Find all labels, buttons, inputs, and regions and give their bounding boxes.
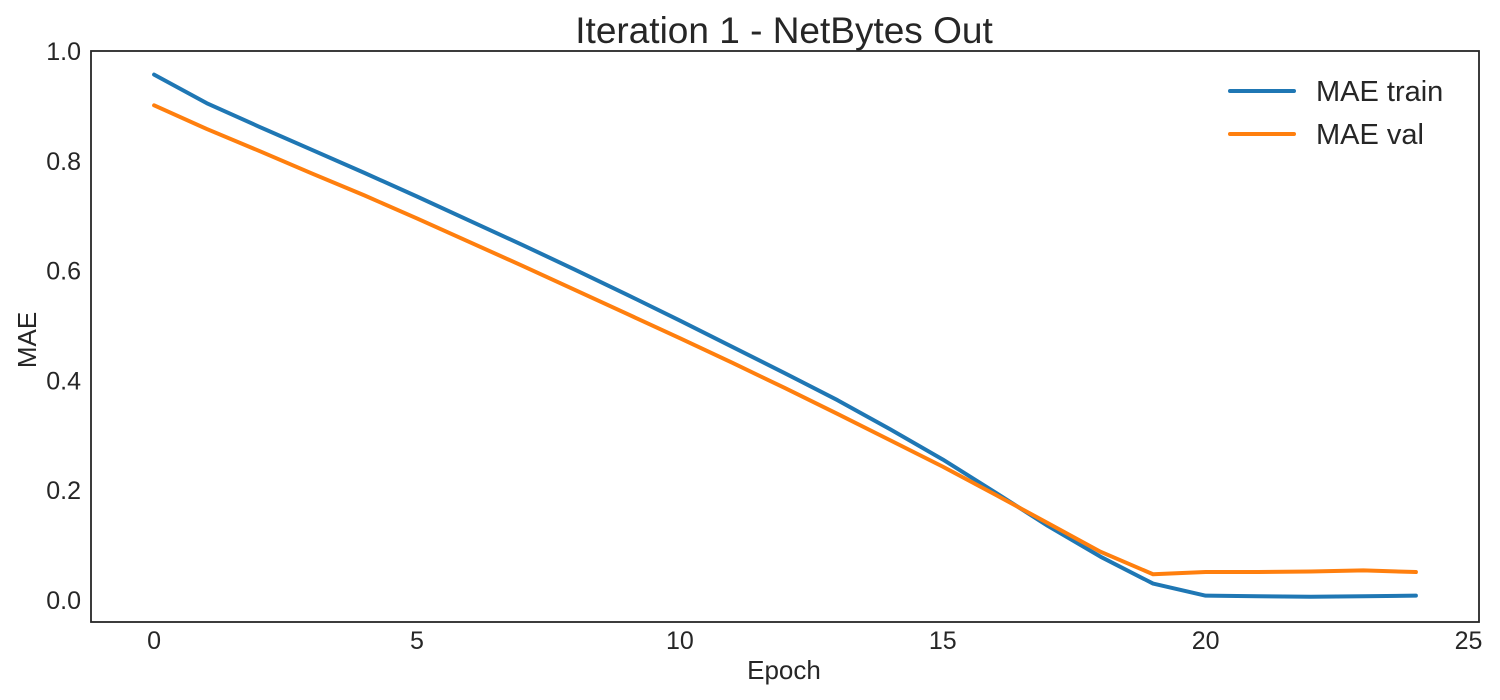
x-tick-label: 25: [1455, 627, 1483, 655]
series-layer: [152, 72, 1418, 599]
legend-label-0: MAE train: [1316, 76, 1443, 108]
y-tick-label: 0.8: [46, 148, 81, 176]
chart-title: Iteration 1 - NetBytes Out: [575, 10, 993, 51]
y-tick-label: 0.4: [46, 367, 81, 395]
series-line-1: [152, 103, 1418, 577]
x-tick-label: 10: [666, 627, 694, 655]
x-axis-label: Epoch: [747, 655, 821, 685]
y-axis-label: MAE: [12, 312, 42, 368]
x-tick-label: 15: [929, 627, 957, 655]
x-tick-label: 5: [410, 627, 424, 655]
y-tick-label: 1.0: [46, 38, 81, 66]
legend-label-1: MAE val: [1316, 119, 1424, 151]
plot-area-frame: [90, 50, 1480, 623]
y-tick-label: 0.6: [46, 258, 81, 286]
x-tick-label: 0: [147, 627, 161, 655]
y-tick-label: 0.0: [46, 587, 81, 615]
x-axis-ticks: 0 5 10 15 20 25: [147, 627, 1482, 655]
y-tick-label: 0.2: [46, 477, 81, 505]
legend: MAE train MAE val: [1228, 76, 1443, 151]
series-line-0: [152, 72, 1418, 599]
y-axis-ticks: 0.0 0.2 0.4 0.6 0.8 1.0: [46, 38, 81, 615]
x-tick-label: 20: [1192, 627, 1220, 655]
